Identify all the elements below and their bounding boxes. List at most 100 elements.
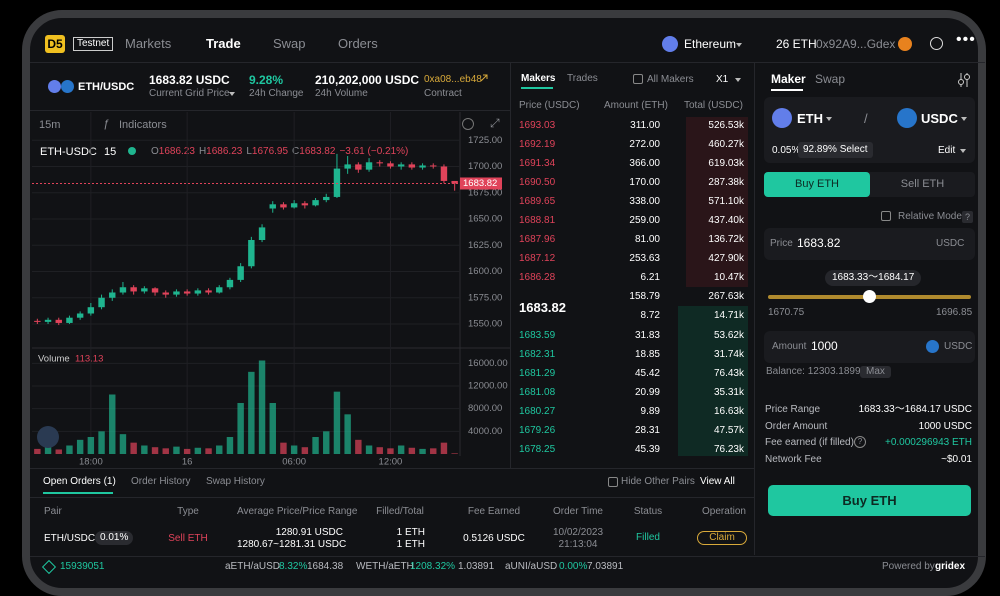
book-amount: 6.21 <box>640 272 660 283</box>
nav-link[interactable]: Markets <box>125 36 172 51</box>
buy-tab[interactable]: Buy ETH <box>764 172 870 197</box>
volume: 210,202,000 USDC <box>315 73 420 87</box>
volume-title: Volume <box>38 354 70 365</box>
pair-price: 7.03891 <box>587 561 624 572</box>
volume-bar <box>344 414 351 454</box>
logo[interactable]: D5 <box>45 35 65 53</box>
help-icon[interactable]: ? <box>854 436 866 448</box>
book-price: 1688.81 <box>519 215 556 226</box>
filter-icon[interactable] <box>957 72 971 88</box>
checkbox[interactable] <box>608 477 618 487</box>
checkbox[interactable] <box>881 211 891 221</box>
info-value: +0.000296943 ETH <box>884 437 972 448</box>
usdc-icon <box>897 108 917 128</box>
legend-key: O <box>151 146 159 157</box>
usdc-icon <box>926 340 939 353</box>
indicators[interactable]: Indicators <box>119 119 167 131</box>
book-amount: 31.83 <box>634 330 660 341</box>
ohlc-legend: O1686.23 H1686.23 L1676.95 C1683.82 −3.61 (−… <box>151 146 408 158</box>
candle-body <box>194 290 202 294</box>
pair-name: aETH/aUSD <box>225 561 281 572</box>
x-tick-label: 16 <box>182 457 193 468</box>
legend-value: 1676.95 <box>251 146 289 157</box>
candle-body <box>355 164 362 170</box>
mid-price: 1683.82 <box>519 300 566 315</box>
book-amount: 8.72 <box>640 310 660 321</box>
nav-link[interactable]: Orders <box>338 36 378 51</box>
book-tab[interactable]: Trades <box>567 73 598 84</box>
globe-icon[interactable] <box>930 37 943 50</box>
book-total: 31.74k <box>713 349 744 360</box>
volume-bar <box>397 445 405 454</box>
volume-bar <box>269 403 276 454</box>
x-tick-label: 18:00 <box>79 457 103 468</box>
book-amount: 259.00 <box>629 215 660 226</box>
candle-body <box>237 266 244 280</box>
network[interactable]: Ethereum <box>684 37 737 51</box>
max-button[interactable]: Max <box>860 366 891 378</box>
divider <box>30 468 754 469</box>
volume-bar <box>301 447 309 454</box>
contract-label: Contract <box>424 88 462 99</box>
book-amount: 338.00 <box>629 196 660 207</box>
base-token[interactable]: ETH <box>797 111 823 126</box>
volume-bar <box>205 448 212 454</box>
orders-tab[interactable]: Order History <box>131 476 191 487</box>
book-amount: 366.00 <box>629 158 660 169</box>
candle-body <box>216 287 223 293</box>
candle-body <box>151 288 159 293</box>
candle-body <box>162 292 169 295</box>
fullscreen-icon[interactable]: ⤢ <box>490 116 500 130</box>
book-tab[interactable]: Makers <box>521 73 556 84</box>
interval[interactable]: 15m <box>39 119 61 131</box>
amount-input[interactable]: 1000 <box>811 339 838 353</box>
testnet-badge: Testnet <box>73 37 114 51</box>
contract[interactable]: 0xa08...eb48 <box>424 74 482 85</box>
book-price: 1691.34 <box>519 158 556 169</box>
price-input[interactable]: 1683.82 <box>797 236 841 250</box>
multiplier[interactable]: X1 <box>716 74 729 85</box>
book-total: 619.03k <box>708 158 744 169</box>
eth-icon <box>772 108 792 128</box>
trade-tab[interactable]: Swap <box>815 72 846 86</box>
tab-underline <box>43 492 113 494</box>
divider <box>754 63 755 555</box>
select-pill[interactable]: 92.89% Select <box>798 142 873 158</box>
candle-body <box>258 227 266 240</box>
help[interactable]: ? <box>962 211 974 223</box>
book-amount: 311.00 <box>630 120 660 131</box>
address[interactable]: 0x92A9...Gdex <box>816 37 896 51</box>
slider-thumb[interactable] <box>863 290 877 303</box>
book-total: 35.31k <box>713 387 744 398</box>
book-price: 1682.31 <box>519 349 556 360</box>
column-header: Pair <box>44 506 62 517</box>
column-header: Operation <box>702 506 746 517</box>
range-pill: 1683.33～1684.17 <box>825 270 922 286</box>
quote-token[interactable]: USDC <box>921 111 958 126</box>
orders-tab[interactable]: Swap History <box>206 476 265 487</box>
view-all[interactable]: View All <box>700 476 735 487</box>
usdc-icon <box>61 80 74 93</box>
info-label: Network Fee <box>765 453 822 465</box>
legend-value: 1683.82 <box>299 146 336 157</box>
column-header: Type <box>177 506 199 517</box>
claim-button[interactable]: Claim <box>697 531 747 545</box>
nav-link[interactable]: Swap <box>273 36 306 51</box>
orders-tab[interactable]: Open Orders (1) <box>43 476 116 487</box>
settings-icon[interactable] <box>462 118 474 130</box>
checkbox[interactable] <box>633 74 643 84</box>
menu-icon[interactable]: ••• <box>956 31 976 48</box>
candle-body <box>290 203 298 208</box>
column-header: Filled/Total <box>376 506 424 517</box>
pair: ETH/USDC <box>44 533 96 544</box>
volume-bar <box>248 371 255 454</box>
sell-tab[interactable]: Sell ETH <box>900 178 945 190</box>
book-price: 1687.96 <box>519 234 556 245</box>
candle-body <box>119 287 127 293</box>
legend-key: L <box>246 146 252 157</box>
candle-body <box>365 162 373 170</box>
submit-button[interactable]: Buy ETH <box>768 485 971 516</box>
edit[interactable]: Edit <box>938 145 956 156</box>
trade-tab[interactable]: Maker <box>771 72 806 86</box>
nav-link[interactable]: Trade <box>206 36 241 51</box>
